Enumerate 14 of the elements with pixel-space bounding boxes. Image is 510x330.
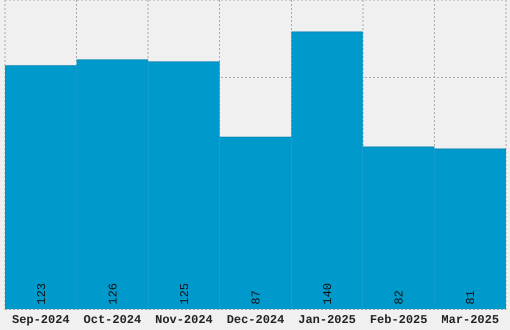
data-label: 125: [178, 282, 192, 305]
data-label: 87: [250, 290, 264, 305]
x-tick-label: Feb-2025: [370, 312, 428, 327]
x-tick-label: Jan-2025: [298, 312, 356, 327]
x-tick-label: Dec-2024: [226, 312, 284, 327]
data-label: 126: [106, 282, 120, 305]
x-tick-label: Oct-2024: [84, 312, 142, 327]
data-label: 82: [392, 290, 407, 305]
data-label: 123: [34, 282, 49, 305]
x-tick-label: Mar-2025: [441, 312, 500, 327]
data-label: 140: [321, 282, 336, 305]
x-tick-label: Nov-2024: [155, 312, 213, 327]
data-label: 81: [464, 290, 478, 305]
x-tick-label: Sep-2024: [12, 312, 70, 327]
